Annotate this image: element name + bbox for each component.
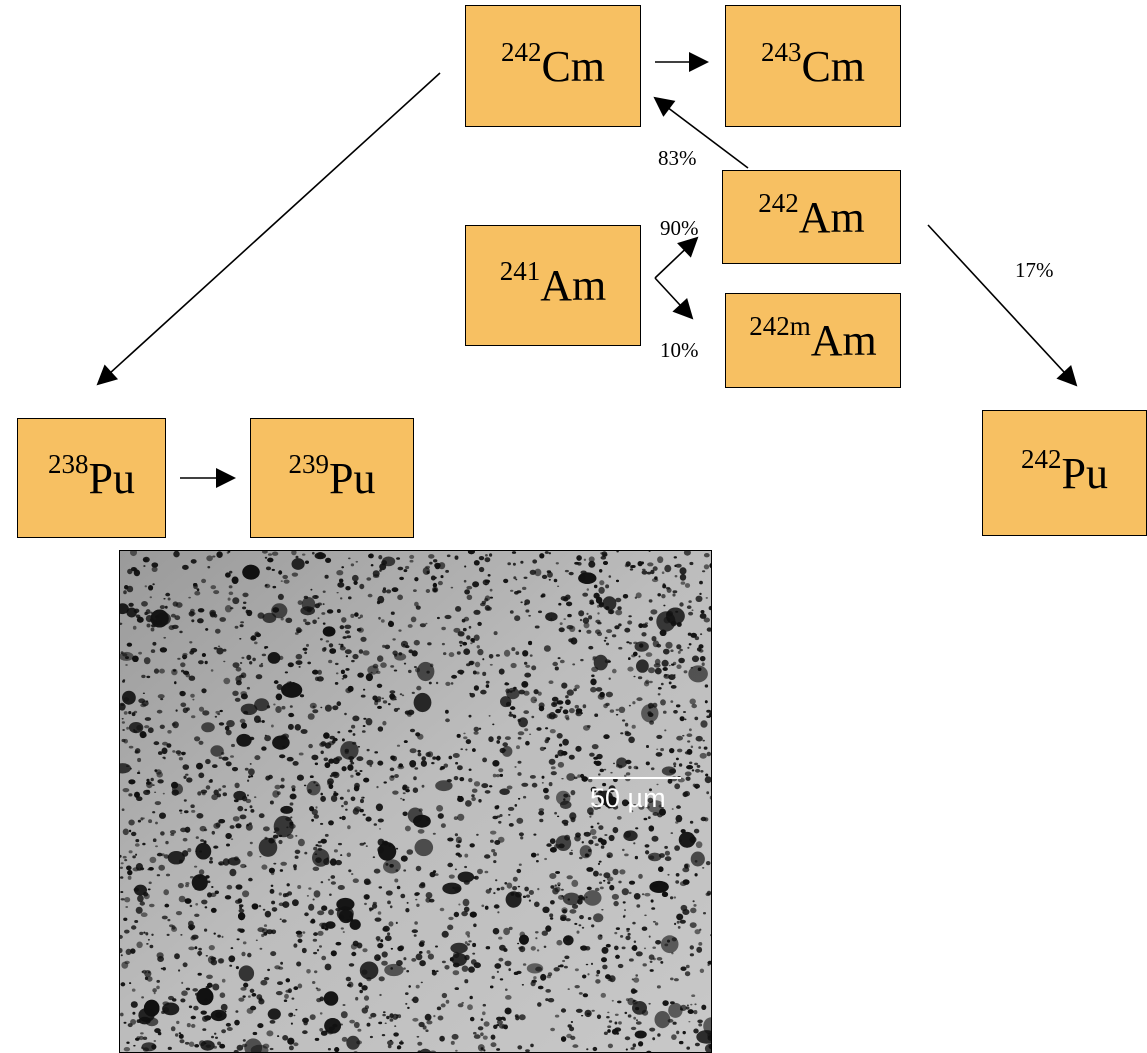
page: {"nodes": [ {"mass": "242", "symbol": "C…	[0, 0, 1147, 1053]
node: 239Pu	[250, 418, 414, 538]
mass-number: 241	[500, 256, 541, 287]
element: Am	[540, 260, 606, 311]
mass-number: 242	[501, 37, 542, 68]
mass-number: 238	[48, 449, 89, 480]
node: 242mAm	[725, 293, 901, 388]
scale-bar-label: 50 µm	[590, 783, 666, 814]
element: Pu	[1062, 448, 1108, 499]
micrograph: 50 µm	[119, 550, 712, 1053]
edge-label: 90%	[660, 216, 699, 241]
mass-number: 239	[289, 449, 330, 480]
arrow	[98, 73, 440, 384]
node: 242Pu	[982, 410, 1147, 536]
node: 241Am	[465, 225, 641, 346]
mass-number: 242m	[749, 311, 811, 342]
edge-label: 17%	[1015, 258, 1054, 283]
node: 242Cm	[465, 5, 641, 127]
edge-label: 10%	[660, 338, 699, 363]
node: 242Am	[722, 170, 901, 264]
mass-number: 242	[1021, 444, 1062, 475]
node: 243Cm	[725, 5, 901, 127]
arrow	[655, 278, 692, 318]
arrow-guide	[655, 238, 697, 318]
element: Am	[799, 192, 865, 243]
arrow	[655, 238, 697, 278]
mass-number: 242	[758, 188, 799, 219]
arrow	[928, 225, 1076, 385]
edge-label: 83%	[658, 146, 697, 171]
node: 238Pu	[17, 418, 166, 538]
element: Am	[811, 315, 877, 366]
element: Pu	[329, 453, 375, 504]
mass-number: 243	[761, 37, 802, 68]
element: Pu	[89, 453, 135, 504]
element: Cm	[541, 41, 605, 92]
element: Cm	[801, 41, 865, 92]
